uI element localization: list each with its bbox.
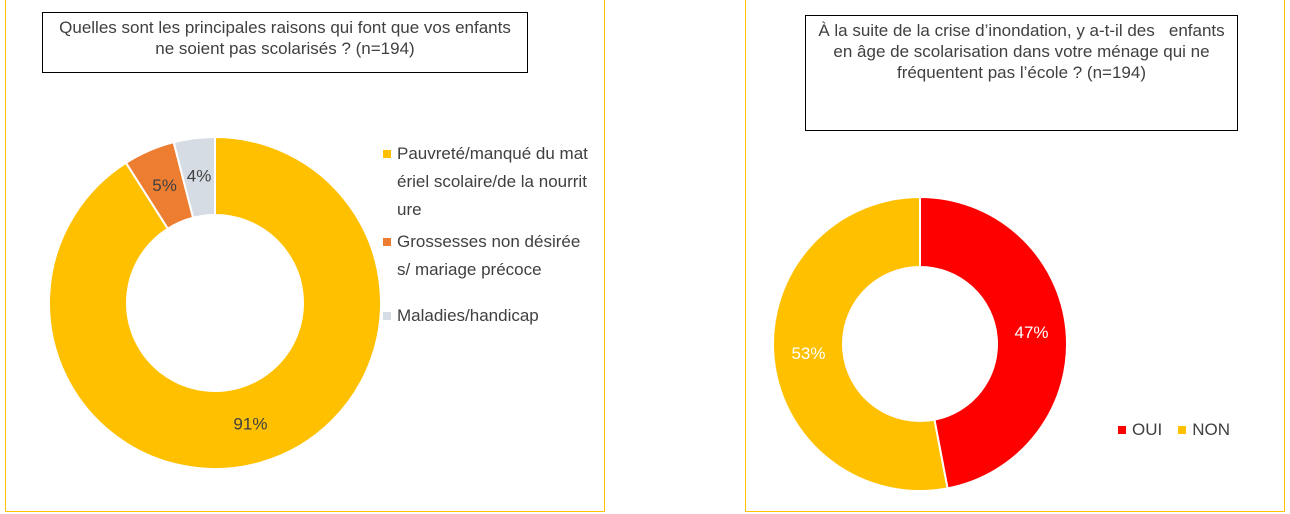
- legend: OUI NON: [1118, 416, 1230, 444]
- legend-swatch: [1118, 426, 1126, 434]
- donut-slice: [172, 135, 216, 219]
- data-label: 91%: [233, 414, 267, 433]
- legend-swatch: [383, 150, 391, 158]
- chart-frame: [745, 0, 1285, 512]
- donut-slice: [48, 135, 382, 470]
- chart-title: Quelles sont les principales raisons qui…: [42, 12, 528, 73]
- legend-item: Grossesses non désirées/ mariage précoce: [383, 228, 593, 284]
- chart-frame: [5, 0, 605, 512]
- legend-label: Maladies/handicap: [397, 306, 539, 325]
- legend-item: OUI: [1118, 416, 1162, 444]
- data-label: 47%: [1014, 323, 1048, 342]
- legend-item: NON: [1178, 416, 1230, 444]
- legend-item: Maladies/handicap: [383, 302, 593, 330]
- legend-label: OUI: [1132, 420, 1163, 439]
- chart-title: À la suite de la crise d’inondation, y a…: [805, 15, 1238, 131]
- legend-label: Pauvreté/manqué du matériel scolaire/de …: [397, 144, 588, 219]
- data-label: 5%: [152, 176, 177, 195]
- donut-slice: [919, 195, 1068, 490]
- data-label: 4%: [187, 166, 212, 185]
- legend-item: Pauvreté/manqué du matériel scolaire/de …: [383, 140, 593, 224]
- data-label: 53%: [791, 344, 825, 363]
- legend-swatch: [383, 312, 391, 320]
- legend-label: Grossesses non désirées/ mariage précoce: [397, 232, 581, 279]
- legend-swatch: [383, 238, 391, 246]
- legend: Pauvreté/manqué du matériel scolaire/de …: [383, 140, 593, 334]
- legend-swatch: [1178, 426, 1187, 434]
- legend-label: NON: [1192, 420, 1231, 439]
- donut-slice: [772, 195, 949, 492]
